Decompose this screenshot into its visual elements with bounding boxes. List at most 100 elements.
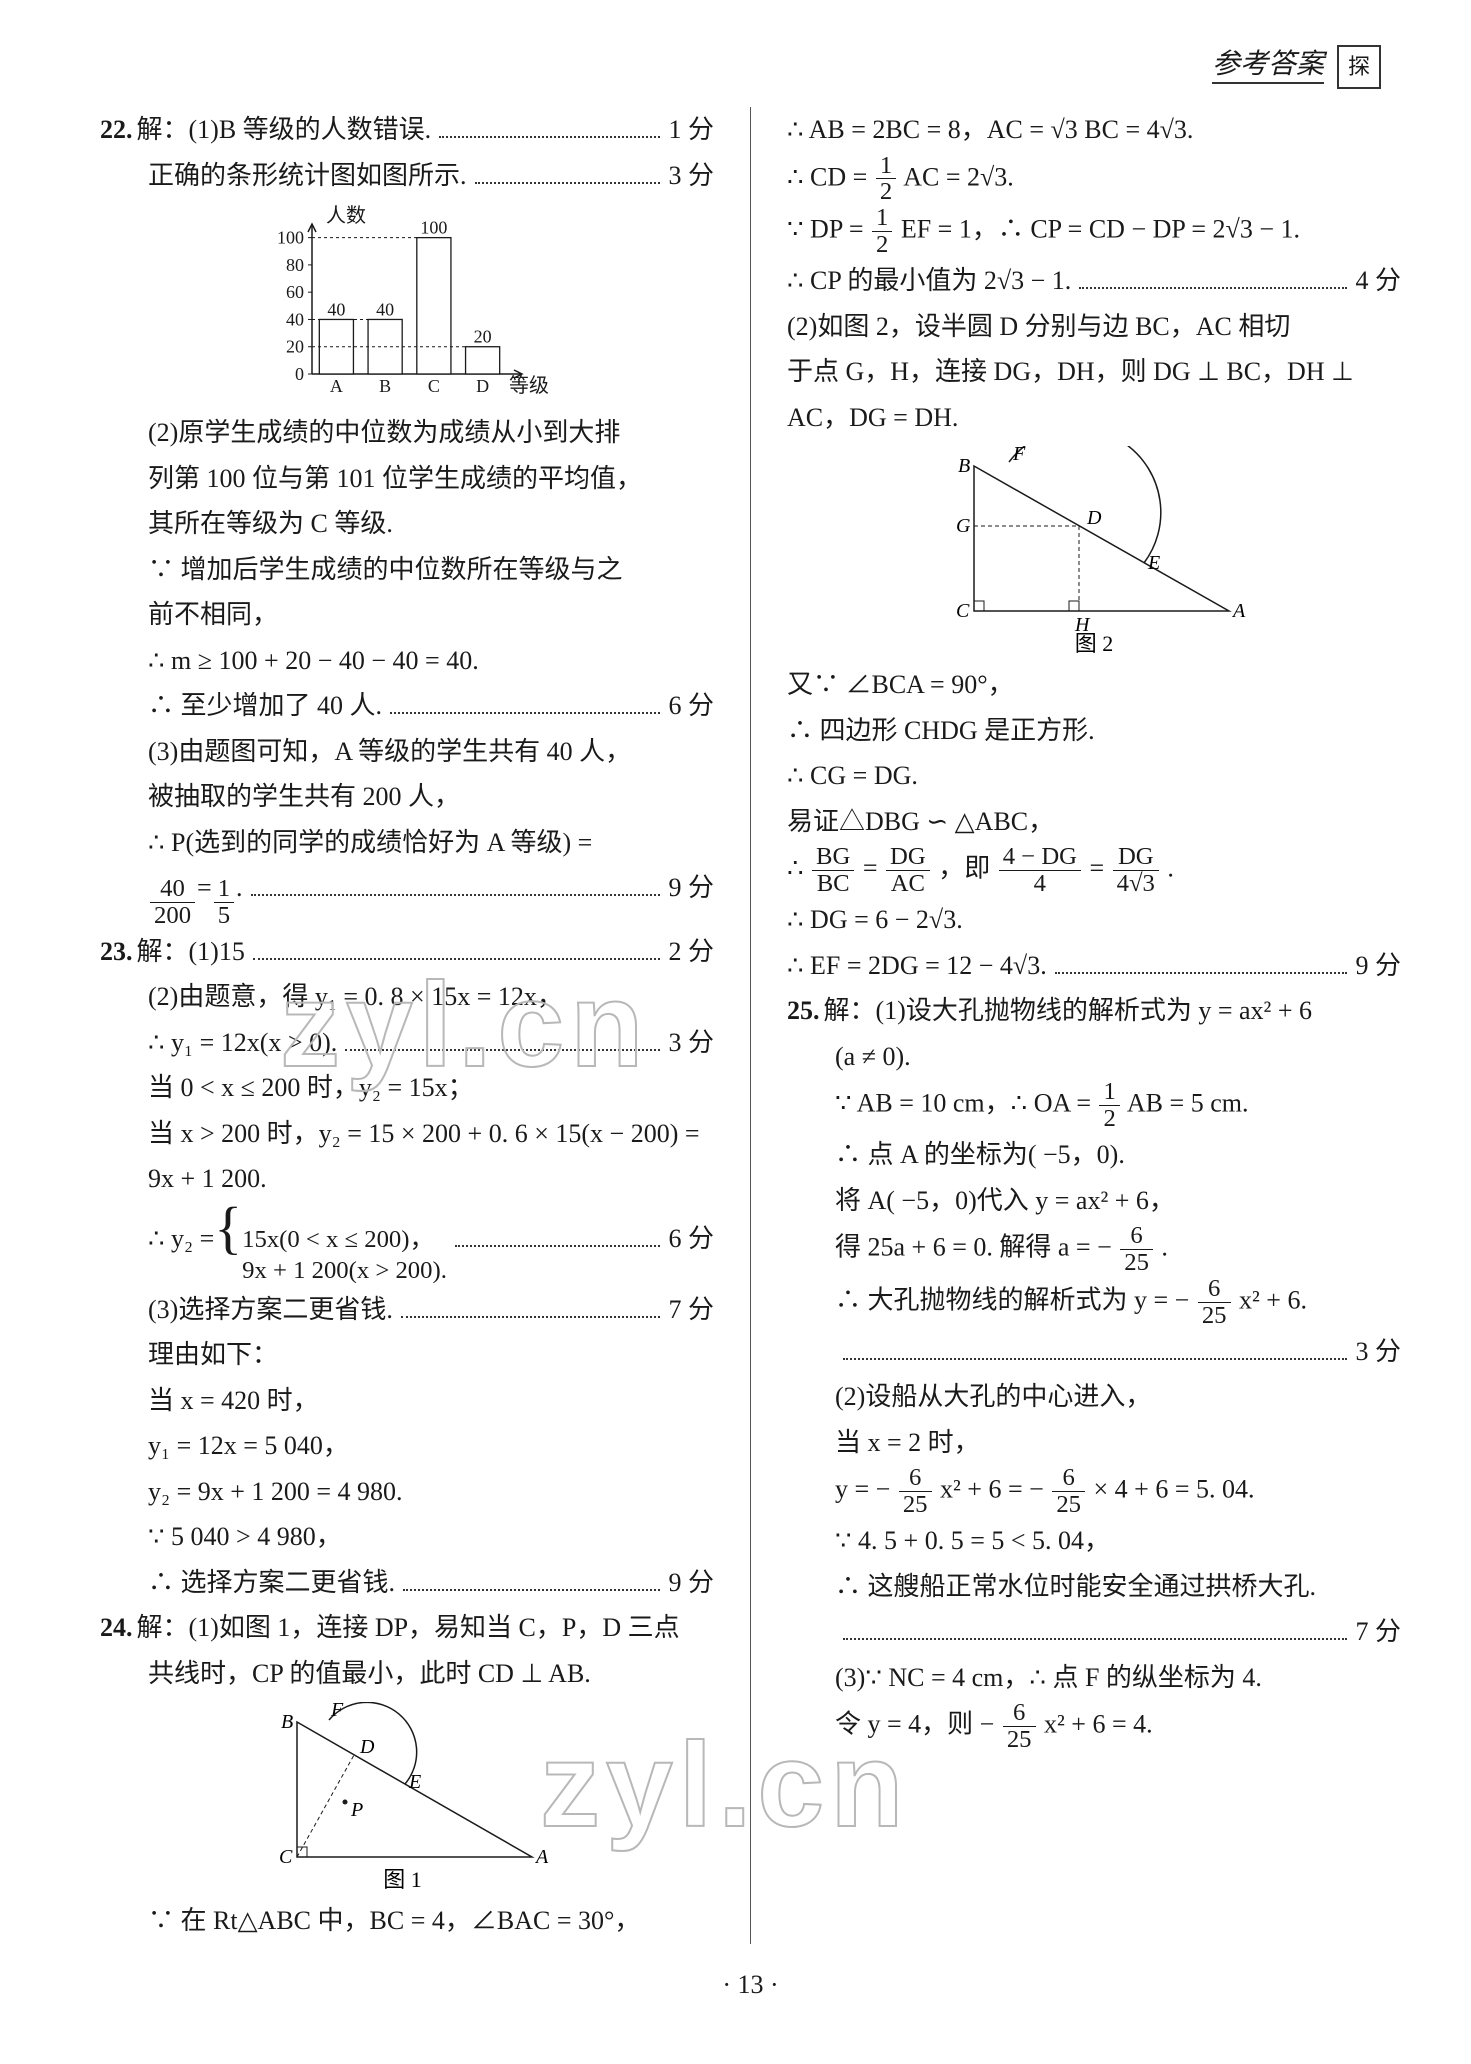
fraction: 625 (1120, 1223, 1153, 1276)
text: (2)设船从大孔的中心进入， (787, 1374, 1401, 1420)
text: ∵ 4. 5 + 0. 5 = 5 < 5. 04， (787, 1518, 1401, 1564)
fraction: BGBC (812, 844, 854, 897)
svg-text:40: 40 (286, 309, 304, 329)
bar-chart: 02040608010040A40B100C20D人数等级 (257, 204, 557, 404)
svg-text:P: P (350, 1799, 363, 1821)
fraction: 625 (1003, 1700, 1036, 1753)
svg-text:40: 40 (327, 299, 345, 319)
text: ∴ EF = 2DG = 12 − 4√3. (787, 943, 1047, 989)
fraction: 625 (1052, 1465, 1085, 1518)
dot-leader (475, 160, 661, 183)
text: 得 25a + 6 = 0. 解得 a = − (835, 1232, 1118, 1261)
figure-1: BACDEFP图 1 (257, 1702, 557, 1892)
text: 得 25a + 6 = 0. 解得 a = − 625 . (787, 1223, 1401, 1276)
svg-text:D: D (476, 376, 489, 396)
text: x² + 6 = − (940, 1475, 1050, 1504)
text: = (863, 854, 884, 883)
text: ∵ 在 Rt△ABC 中，BC = 4，∠BAC = 30°， (100, 1898, 714, 1944)
score: 3 分 (1355, 1329, 1401, 1375)
text: 当 x = 420 时， (100, 1378, 714, 1424)
svg-text:B: B (379, 376, 391, 396)
text: ∴ 至少增加了 40 人. (148, 683, 382, 729)
svg-text:图 2: 图 2 (1075, 631, 1114, 656)
svg-text:40: 40 (376, 299, 394, 319)
score: 2 分 (668, 929, 714, 975)
svg-text:E: E (408, 1771, 421, 1793)
svg-text:F: F (1012, 446, 1026, 465)
dot-leader (439, 115, 660, 138)
dot-leader (843, 1617, 1347, 1640)
text: ∵ AB = 10 cm，∴ OA = 12 AB = 5 cm. (787, 1079, 1401, 1132)
svg-text:图 1: 图 1 (383, 1867, 422, 1892)
score: 9 分 (668, 1560, 714, 1606)
text: ∴ CD = (787, 162, 874, 191)
text: ∴ CG = DG. (787, 753, 1401, 799)
text: 9x + 1 200. (100, 1156, 714, 1202)
score: 9 分 (1355, 943, 1401, 989)
text: ∴ DG = 6 − 2√3. (787, 897, 1401, 943)
svg-text:B: B (281, 1711, 293, 1733)
dot-leader (455, 1223, 661, 1246)
text: y₁ = 12x = 5 040， (100, 1423, 714, 1469)
fraction: 12 (1099, 1079, 1119, 1132)
svg-text:B: B (958, 455, 970, 477)
score: 7 分 (1355, 1609, 1401, 1655)
question-number: 25. (787, 988, 820, 1034)
text: (a ≠ 0). (787, 1034, 1401, 1080)
text: ∴ 这艘船正常水位时能安全通过拱桥大孔. (787, 1564, 1401, 1610)
svg-text:80: 80 (286, 255, 304, 275)
text: = (1089, 854, 1110, 883)
svg-text:F: F (330, 1702, 344, 1721)
text: ∴ 点 A 的坐标为( −5，0). (787, 1132, 1401, 1178)
text: × 4 + 6 = 5. 04. (1094, 1475, 1255, 1504)
question-number: 23. (100, 929, 133, 975)
text: ∵ AB = 10 cm，∴ OA = (835, 1089, 1097, 1118)
score: 7 分 (668, 1287, 714, 1333)
header-stamp-icon: 探 (1337, 45, 1381, 89)
text: ∴ y₂ = (148, 1216, 214, 1262)
text: ∴ BGBC = DGAC ，即 4 − DG4 = DG4√3 . (787, 844, 1401, 897)
text: . (1161, 1232, 1168, 1261)
fraction: 625 (899, 1465, 932, 1518)
text: . (236, 865, 243, 911)
question-number: 22. (100, 107, 133, 153)
text: 理由如下： (100, 1332, 714, 1378)
question-number: 24. (100, 1605, 133, 1651)
figure-2: BACDEFGH图 2 (934, 446, 1254, 656)
text: (2)如图 2，设半圆 D 分别与边 BC，AC 相切 (787, 304, 1401, 350)
text: ∴ P(选到的同学的成绩恰好为 A 等级) = (100, 820, 714, 866)
text: ∴ (787, 854, 810, 883)
fraction: 12 (876, 153, 896, 206)
text: AB = 5 cm. (1127, 1089, 1249, 1118)
text: ∴ 大孔抛物线的解析式为 y = − (835, 1285, 1196, 1314)
text: 当 0 < x ≤ 200 时，y₂ = 15x； (100, 1065, 714, 1111)
score: 3 分 (668, 153, 714, 199)
text: ∵ DP = (787, 215, 870, 244)
text: y = − 625 x² + 6 = − 625 × 4 + 6 = 5. 04… (787, 1465, 1401, 1518)
text: 解：(1)设大孔抛物线的解析式为 y = ax² + 6 (824, 988, 1312, 1034)
svg-text:20: 20 (474, 327, 492, 347)
left-column: 22. 解：(1)B 等级的人数错误. 1 分 正确的条形统计图如图所示. 3 … (100, 107, 714, 1944)
score: 6 分 (668, 683, 714, 729)
text: 列第 100 位与第 101 位学生成绩的平均值， (100, 456, 714, 502)
text: . (1167, 854, 1174, 883)
text: ∴ CP 的最小值为 2√3 − 1. (787, 258, 1071, 304)
text: 令 y = 4，则 − 625 x² + 6 = 4. (787, 1700, 1401, 1753)
dot-leader (401, 1294, 661, 1317)
text: ∵ 增加后学生成绩的中位数所在等级与之 (100, 547, 714, 593)
svg-text:G: G (956, 515, 971, 537)
score: 1 分 (668, 107, 714, 153)
svg-text:100: 100 (277, 228, 304, 248)
text: AC，DG = DH. (787, 395, 1401, 441)
text: 正确的条形统计图如图所示. (148, 153, 467, 199)
text: 易证△DBG ∽ △ABC， (787, 799, 1401, 845)
score: 3 分 (668, 1020, 714, 1066)
text: EF = 1，∴ CP = CD − DP = 2√3 − 1. (901, 215, 1300, 244)
text: = (197, 865, 212, 911)
dot-leader (843, 1336, 1347, 1359)
numerator: 40 (150, 876, 195, 903)
text: 15x(0 < x ≤ 200)， (242, 1226, 434, 1253)
fraction: DG4√3 (1113, 844, 1159, 897)
text: y₂ = 9x + 1 200 = 4 980. (100, 1469, 714, 1515)
text: (3)选择方案二更省钱. (148, 1287, 393, 1333)
